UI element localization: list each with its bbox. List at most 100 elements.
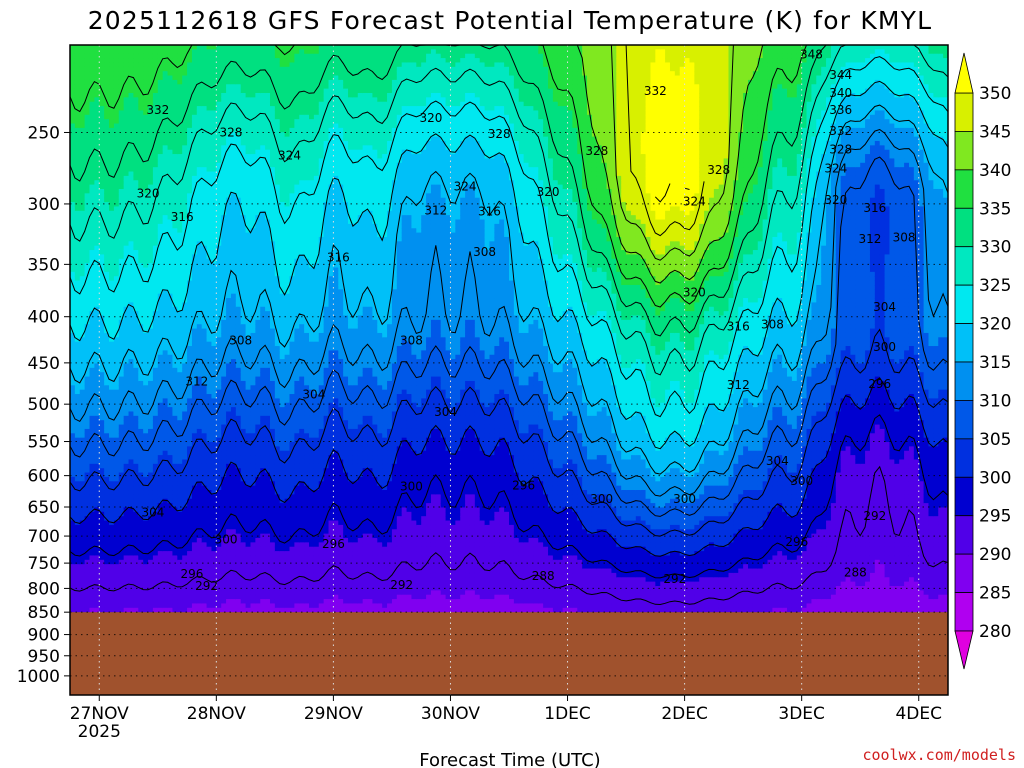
- band-cell: [74, 145, 81, 151]
- band-cell: [230, 542, 237, 548]
- band-cell: [201, 62, 208, 68]
- band-cell: [84, 332, 91, 338]
- band-cell: [123, 450, 130, 456]
- band-cell: [187, 481, 193, 487]
- band-cell: [128, 359, 135, 365]
- band-cell: [109, 359, 115, 365]
- band-cell: [211, 494, 217, 500]
- band-cell: [255, 162, 261, 168]
- band-cell: [250, 520, 256, 526]
- band-cell: [113, 84, 120, 90]
- band-cell: [206, 75, 213, 81]
- band-cell: [172, 206, 178, 212]
- band-cell: [84, 555, 91, 561]
- band-cell: [133, 119, 139, 125]
- band-cell: [235, 293, 242, 299]
- band-cell: [133, 88, 139, 94]
- band-cell: [201, 350, 208, 356]
- band-cell: [245, 546, 252, 552]
- band-cell: [167, 184, 174, 190]
- band-cell: [211, 437, 217, 443]
- band-cell: [89, 223, 95, 229]
- band-cell: [128, 324, 135, 330]
- band-cell: [216, 188, 222, 194]
- band-cell: [226, 533, 232, 539]
- band-cell: [191, 485, 198, 491]
- band-cell: [201, 594, 208, 600]
- band-cell: [128, 306, 135, 312]
- band-cell: [167, 494, 174, 500]
- band-cell: [89, 258, 95, 264]
- band-cell: [196, 367, 203, 373]
- band-cell: [235, 446, 242, 452]
- band-cell: [162, 590, 169, 596]
- band-cell: [162, 551, 169, 557]
- band-cell: [187, 306, 193, 312]
- band-cell: [162, 206, 169, 212]
- band-cell: [221, 476, 227, 482]
- band-cell: [235, 254, 242, 260]
- band-cell: [143, 53, 149, 59]
- band-cell: [162, 424, 169, 430]
- band-cell: [84, 180, 91, 186]
- band-cell: [201, 559, 208, 565]
- band-cell: [94, 289, 100, 295]
- band-cell: [245, 402, 252, 408]
- band-cell: [226, 215, 232, 221]
- band-cell: [226, 437, 232, 443]
- band-cell: [250, 236, 256, 242]
- band-cell: [109, 215, 115, 221]
- band-cell: [245, 324, 252, 330]
- band-cell: [104, 79, 110, 85]
- band-cell: [70, 437, 76, 443]
- band-cell: [177, 424, 183, 430]
- band-cell: [191, 140, 198, 146]
- band-cell: [133, 494, 139, 500]
- band-cell: [99, 568, 105, 574]
- band-cell: [99, 193, 105, 199]
- band-cell: [245, 236, 252, 242]
- band-cell: [216, 437, 222, 443]
- band-cell: [235, 415, 242, 421]
- band-cell: [94, 75, 100, 81]
- band-cell: [89, 511, 95, 517]
- band-cell: [133, 167, 139, 173]
- band-cell: [128, 524, 135, 530]
- band-cell: [133, 236, 139, 242]
- band-cell: [206, 58, 213, 64]
- band-cell: [128, 267, 135, 273]
- band-cell: [70, 276, 76, 282]
- band-cell: [113, 319, 120, 325]
- band-cell: [250, 132, 256, 138]
- band-cell: [172, 293, 178, 299]
- band-cell: [109, 123, 115, 129]
- band-cell: [123, 468, 130, 474]
- band-cell: [133, 71, 139, 77]
- band-cell: [216, 114, 222, 120]
- band-cell: [70, 106, 76, 112]
- band-cell: [216, 215, 222, 221]
- band-cell: [167, 280, 174, 286]
- band-cell: [230, 45, 237, 50]
- band-cell: [211, 498, 217, 504]
- band-cell: [255, 66, 261, 72]
- band-cell: [167, 520, 174, 526]
- band-cell: [152, 132, 159, 138]
- band-cell: [152, 542, 159, 548]
- band-cell: [206, 394, 213, 399]
- band-cell: [138, 372, 144, 378]
- band-cell: [226, 136, 232, 142]
- band-cell: [79, 546, 86, 552]
- band-cell: [230, 472, 237, 478]
- band-cell: [240, 468, 247, 474]
- band-cell: [113, 271, 120, 277]
- band-cell: [148, 524, 154, 530]
- band-cell: [187, 446, 193, 452]
- band-cell: [245, 407, 252, 413]
- band-cell: [245, 354, 252, 360]
- band-cell: [152, 219, 159, 225]
- band-cell: [182, 127, 188, 133]
- band-cell: [74, 79, 81, 85]
- band-cell: [70, 389, 76, 395]
- band-cell: [226, 507, 232, 513]
